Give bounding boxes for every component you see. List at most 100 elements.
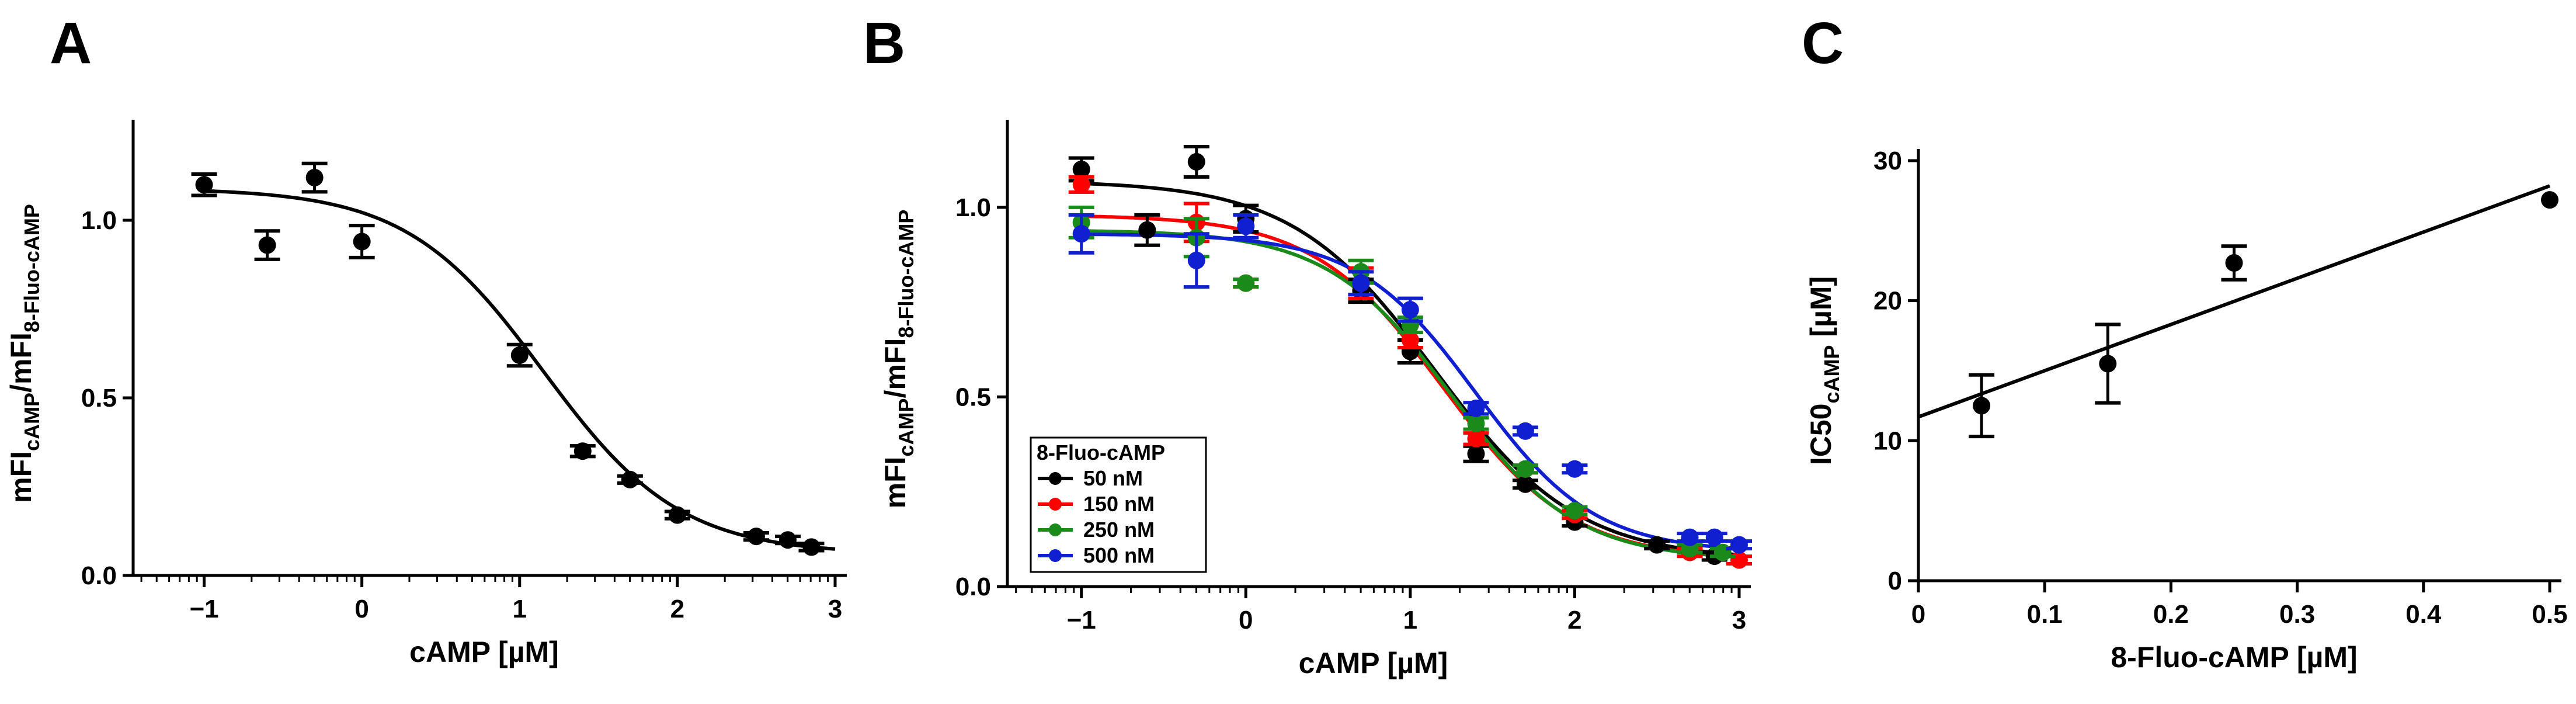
x-tick-label: 0 — [1911, 600, 1925, 629]
x-tick-label: −1 — [189, 595, 218, 623]
data-point-s0-9 — [778, 531, 797, 549]
panel-a-plot: 0.0 0.5 1.0 −1 0 1 2 3 cAMP [µM] mFIcAMP/mFI8-Flu… — [5, 120, 847, 668]
data-point-s1-0 — [1072, 175, 1090, 193]
fit-curve-0 — [204, 189, 836, 551]
data-point-s3-7 — [1566, 460, 1584, 478]
y-label-mid: /mFI — [5, 332, 37, 393]
data-point-s3-0 — [1072, 225, 1090, 243]
data-point-s0-0 — [195, 176, 213, 194]
data-point-s3-8 — [1681, 528, 1699, 546]
x-axis-label: cAMP [µM] — [1299, 647, 1448, 679]
legend-item-label: 250 nM — [1083, 518, 1155, 542]
y-label-mid: /mFI — [879, 338, 912, 398]
y-axis-label: IC50cAMP [µM] — [1805, 276, 1844, 465]
y-label-sub: cAMP — [20, 393, 44, 451]
legend-item-label: 50 nM — [1083, 466, 1143, 490]
data-point-s0-0 — [1973, 397, 1991, 415]
data-point-s0-2 — [2225, 254, 2243, 272]
data-point-s0-4 — [510, 346, 529, 365]
y-label-main: IC50 — [1805, 404, 1837, 466]
x-tick-label: 1 — [513, 595, 527, 623]
legend-title: 8-Fluo-cAMP — [1037, 441, 1165, 464]
y-tick-label: 1.0 — [955, 193, 991, 222]
y-tick-label: 0.5 — [81, 384, 117, 412]
x-tick-label: 0.3 — [2279, 600, 2315, 629]
data-point-s3-5 — [1467, 399, 1485, 417]
panel-a-letter: A — [50, 11, 92, 76]
x-tick-label: −1 — [1067, 606, 1096, 634]
data-point-s0-7 — [668, 506, 686, 524]
y-axis-label: mFIcAMP/mFI8-Fluo-cAMP — [879, 210, 918, 509]
data-point-s0-1 — [258, 236, 276, 254]
x-tick-label: 0 — [1239, 606, 1253, 634]
y-label-sub: cAMP — [894, 398, 918, 456]
regression-line — [1917, 184, 2551, 419]
legend-swatch-marker — [1049, 523, 1062, 536]
data-point-s0-2 — [305, 169, 324, 187]
x-tick-label: 3 — [1732, 606, 1746, 634]
y-label-sub: cAMP — [1820, 345, 1844, 404]
data-point-s2-9 — [1713, 543, 1732, 561]
data-point-s0-3 — [353, 233, 371, 251]
x-axis-label: 8-Fluo-cAMP [µM] — [2111, 641, 2357, 674]
x-tick-label: 3 — [828, 595, 842, 623]
y-tick-label: 1.0 — [81, 206, 117, 235]
y-tick-label: 0 — [1888, 567, 1902, 595]
panel-b-letter: B — [863, 11, 905, 76]
data-point-s0-7 — [1516, 475, 1534, 493]
data-point-s3-3 — [1352, 274, 1370, 292]
data-point-s0-1 — [1138, 221, 1156, 239]
x-tick-label: 0.1 — [2027, 600, 2063, 629]
y-tick-label: 0.0 — [955, 573, 991, 601]
y-label-sub: 8-Fluo-cAMP — [20, 204, 44, 332]
panel-c: C 0 10 20 30 0 0.1 0.2 0.3 0.4 0.5 8-Fluo-cAMP [µM… — [1802, 11, 2568, 674]
legend-item-label: 150 nM — [1083, 492, 1155, 516]
data-point-s0-0 — [1072, 160, 1090, 178]
panel-a: A 0.0 0.5 1.0 −1 0 1 2 3 cAMP [µM] mFIcAMP/mFI8-F… — [5, 11, 847, 668]
y-tick-label: 0.0 — [81, 561, 117, 590]
x-tick-label: 2 — [670, 595, 684, 623]
data-point-s2-6 — [1516, 460, 1534, 478]
data-point-s0-8 — [747, 528, 765, 546]
panel-c-letter: C — [1802, 11, 1844, 76]
x-tick-label: 0 — [354, 595, 369, 623]
legend-item-label: 500 nM — [1083, 543, 1155, 567]
x-tick-label: 1 — [1403, 606, 1417, 634]
data-point-s3-6 — [1516, 422, 1534, 440]
data-point-s0-2 — [1187, 152, 1205, 171]
data-point-s3-1 — [1187, 251, 1205, 269]
y-label-main: mFI — [879, 456, 912, 508]
data-point-s0-3 — [2541, 191, 2558, 209]
y-label-unit: [µM] — [1805, 276, 1837, 345]
data-point-s1-9 — [1730, 551, 1748, 569]
y-label-sub: 8-Fluo-cAMP — [894, 210, 918, 338]
data-point-s3-10 — [1730, 536, 1748, 554]
data-point-s1-5 — [1467, 429, 1485, 448]
data-point-s0-6 — [621, 470, 639, 488]
legend-swatch-marker — [1049, 472, 1062, 485]
y-tick-label: 30 — [1873, 147, 1902, 175]
x-axis-label: cAMP [µM] — [409, 636, 559, 668]
y-tick-label: 20 — [1873, 287, 1902, 315]
data-point-s2-7 — [1566, 502, 1584, 520]
data-point-s0-6 — [1467, 445, 1485, 463]
data-point-s0-10 — [802, 538, 821, 556]
x-tick-label: 0.4 — [2405, 600, 2442, 629]
y-axis-label: mFIcAMP/mFI8-Fluo-cAMP — [5, 204, 44, 503]
data-point-s2-5 — [1467, 414, 1485, 432]
data-point-s3-2 — [1237, 217, 1255, 235]
data-point-s0-5 — [573, 442, 592, 460]
data-point-s1-4 — [1401, 331, 1419, 349]
panel-c-plot: 0 10 20 30 0 0.1 0.2 0.3 0.4 0.5 8-Fluo-cAMP [µM] I… — [1805, 147, 2568, 674]
data-point-s0-1 — [2099, 355, 2117, 373]
y-tick-label: 0.5 — [955, 383, 991, 411]
legend-swatch-marker — [1049, 549, 1062, 562]
x-tick-label: 0.2 — [2153, 600, 2189, 629]
x-tick-label: 0.5 — [2532, 600, 2567, 629]
data-point-s3-9 — [1705, 528, 1723, 546]
data-point-s0-9 — [1648, 536, 1666, 554]
